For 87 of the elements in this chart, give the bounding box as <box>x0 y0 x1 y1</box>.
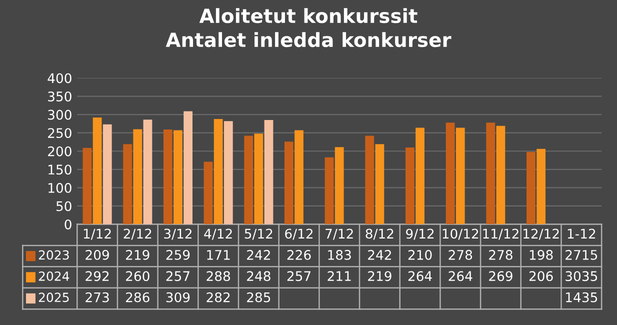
data-label: 292 <box>86 271 109 282</box>
data-label: 219 <box>126 250 150 260</box>
x-tick-label: 12/12 <box>524 228 559 240</box>
bar <box>133 129 142 224</box>
bar <box>375 144 384 224</box>
x-tick-label: 5/12 <box>244 228 272 240</box>
bar <box>486 122 496 224</box>
bar <box>406 147 414 224</box>
x-tick-label: 6/12 <box>285 228 312 240</box>
data-label: 242 <box>368 250 391 260</box>
chart-title: Aloitetut konkurssit Antalet inledda konkurser <box>166 8 452 48</box>
x-tick-label: 8/12 <box>366 228 394 240</box>
y-tick-label: 200 <box>48 146 72 156</box>
data-label: 211 <box>328 271 351 281</box>
bar <box>102 124 112 224</box>
y-tick-label: 50 <box>56 201 72 212</box>
data-label: 171 <box>207 250 230 260</box>
data-label: 288 <box>206 271 230 282</box>
x-tick-label: 9/12 <box>406 228 434 240</box>
data-label: 183 <box>328 250 351 260</box>
data-label: 260 <box>126 271 150 282</box>
bar <box>82 148 92 224</box>
y-tick-label: 300 <box>48 110 72 120</box>
text: 3035 <box>566 271 598 282</box>
x-tick-label: 3/12 <box>164 228 192 240</box>
y-tick-label: 0 <box>64 219 72 230</box>
bar <box>143 120 152 224</box>
bar <box>446 122 455 224</box>
y-tick-label: 350 <box>48 92 72 102</box>
y-tick-label: 100 <box>48 182 72 193</box>
data-label: 210 <box>408 250 432 260</box>
x-tick-label: 4/12 <box>204 228 232 240</box>
data-label: 242 <box>247 250 270 260</box>
bar <box>92 117 102 224</box>
data-label: 259 <box>166 250 190 260</box>
bar <box>324 157 334 224</box>
bar <box>214 118 223 224</box>
data-label: 282 <box>206 292 230 302</box>
data-label: 209 <box>86 250 109 260</box>
bar <box>416 128 424 224</box>
data-label: 286 <box>126 292 150 302</box>
legend-label: 2024 <box>38 271 70 281</box>
x-tick-label: 10/12 <box>442 228 478 240</box>
bar <box>254 134 264 224</box>
bar <box>294 130 304 224</box>
bar <box>264 120 274 224</box>
data-label: 285 <box>247 292 270 302</box>
bar <box>334 147 344 224</box>
bar <box>204 162 213 224</box>
data-label: 273 <box>86 292 109 302</box>
bar <box>184 111 193 224</box>
bar <box>284 142 294 224</box>
data-label: 264 <box>448 271 472 282</box>
x-tick-label: 7/12 <box>326 228 353 240</box>
data-label: 264 <box>408 271 432 282</box>
data-label: 206 <box>529 271 553 282</box>
data-label: 309 <box>166 292 190 302</box>
bar <box>224 121 233 224</box>
bar <box>496 126 506 224</box>
y-tick-label: 150 <box>48 164 72 175</box>
bar <box>526 152 536 224</box>
data-label: 226 <box>287 250 311 260</box>
bar <box>456 128 465 224</box>
y-tick-label: 250 <box>48 128 72 138</box>
legend-label: 2025 <box>38 292 69 302</box>
text: 1435 <box>566 292 598 302</box>
bar <box>536 148 546 224</box>
data-label: 248 <box>247 271 270 282</box>
data-label: 219 <box>368 271 392 282</box>
data-label: 257 <box>287 271 310 282</box>
x-tick-label: 2/12 <box>124 228 152 240</box>
bar <box>123 144 132 224</box>
data-label: 278 <box>448 250 472 260</box>
legend-label: 2023 <box>38 250 69 260</box>
x-tick-label: 11/12 <box>483 228 518 240</box>
x-tick-label: 1/12 <box>84 228 111 240</box>
data-label: 257 <box>166 271 190 282</box>
data-label: 278 <box>489 250 512 260</box>
bar <box>174 130 182 224</box>
y-tick-label: 400 <box>48 73 72 84</box>
bar <box>244 136 254 224</box>
bar <box>365 136 374 224</box>
data-label: 198 <box>530 250 553 260</box>
text: 2715 <box>566 250 598 260</box>
data-label: 269 <box>489 271 512 282</box>
x-tick-label: 1-12 <box>568 228 596 238</box>
bar <box>163 130 172 224</box>
